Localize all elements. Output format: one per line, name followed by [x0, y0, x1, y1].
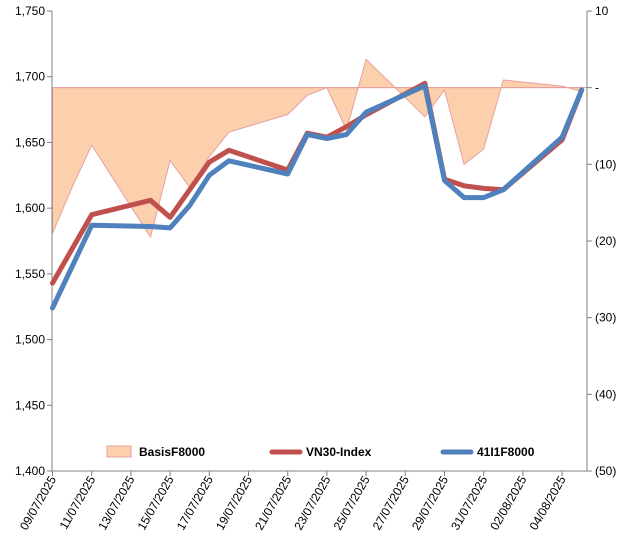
x-tick-label: 29/07/2025 [409, 473, 451, 532]
legend-label-41i1f8000: 41I1F8000 [477, 445, 535, 459]
y-right-tick-label: (50) [595, 464, 616, 478]
x-tick-label: 19/07/2025 [213, 473, 255, 532]
y-right-tick-label: (40) [595, 387, 616, 401]
y-left-tick-label: 1,700 [15, 70, 45, 84]
basis-area-layer [52, 58, 583, 239]
legend-label-basis: BasisF8000 [139, 445, 205, 459]
y-left-tick-label: 1,550 [15, 267, 45, 281]
x-tick-label: 15/07/2025 [135, 473, 177, 532]
y-left-tick-label: 1,750 [15, 4, 45, 18]
legend: BasisF8000 VN30-Index 41I1F8000 [106, 445, 535, 459]
x-tick-label: 27/07/2025 [370, 473, 412, 532]
series-line-layer [50, 80, 585, 311]
y-left-tick-label: 1,500 [15, 333, 45, 347]
x-tick-label: 11/07/2025 [57, 473, 99, 532]
y-left-tick-label: 1,400 [15, 464, 45, 478]
x-tick-label: 09/07/2025 [17, 473, 59, 532]
x-tick-label: 04/08/2025 [527, 473, 569, 532]
x-tick-label: 25/07/2025 [331, 473, 373, 532]
basis-area [52, 58, 583, 239]
x-tick-label: 21/07/2025 [252, 473, 294, 532]
y-right-tick-label: - [595, 81, 599, 95]
x-tick-label: 13/07/2025 [95, 473, 137, 532]
y-right-tick-label: (10) [595, 157, 616, 171]
x-tick-label: 23/07/2025 [291, 473, 333, 532]
x-tick-label: 31/07/2025 [448, 473, 490, 532]
y-left-tick-label: 1,450 [15, 398, 45, 412]
y-right-tick-label: 10 [595, 4, 609, 18]
legend-label-vn30: VN30-Index [306, 445, 372, 459]
y-left-tick-label: 1,600 [15, 201, 45, 215]
y-left-tick-label: 1,650 [15, 135, 45, 149]
x-tick-label: 02/08/2025 [487, 473, 529, 532]
y-right-tick-label: (20) [595, 234, 616, 248]
legend-swatch-basis [106, 445, 132, 458]
x-tick-label: 17/07/2025 [174, 473, 216, 532]
series-line-41i1f8000 [50, 83, 585, 311]
y-right-tick-label: (30) [595, 311, 616, 325]
